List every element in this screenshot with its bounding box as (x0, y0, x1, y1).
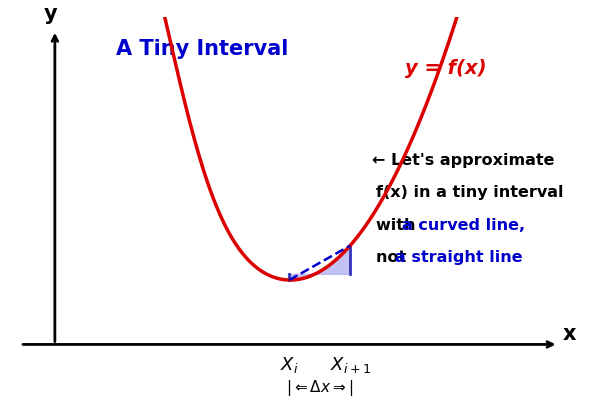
Text: y = f(x): y = f(x) (405, 59, 487, 78)
Text: A Tiny Interval: A Tiny Interval (116, 39, 289, 59)
Text: with: with (376, 217, 421, 233)
Text: f(x) in a tiny interval: f(x) in a tiny interval (376, 186, 563, 200)
Text: ← Let's approximate: ← Let's approximate (372, 153, 554, 168)
Text: a straight line: a straight line (395, 250, 523, 265)
Text: a curved line,: a curved line, (402, 217, 525, 233)
Text: y: y (44, 4, 58, 24)
Text: $X_i$: $X_i$ (280, 355, 299, 375)
Text: $X_{i+1}$: $X_{i+1}$ (329, 355, 371, 375)
Text: x: x (563, 324, 576, 344)
Text: $|\Leftarrow \Delta x \Rightarrow|$: $|\Leftarrow \Delta x \Rightarrow|$ (286, 378, 353, 398)
Text: not: not (376, 250, 412, 265)
